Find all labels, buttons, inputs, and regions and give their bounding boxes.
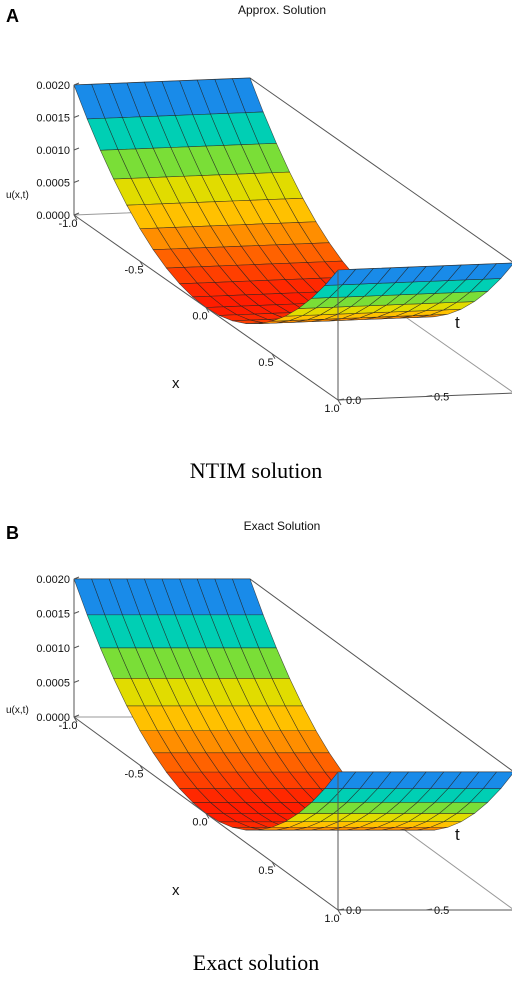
z-tick-label: 0.0015 bbox=[36, 113, 70, 125]
x-tick bbox=[139, 260, 144, 267]
panel-letter: B bbox=[6, 523, 19, 543]
t-axis-line bbox=[337, 392, 512, 401]
x-axis-label: x bbox=[172, 882, 180, 899]
x-tick bbox=[205, 307, 210, 313]
z-tick bbox=[73, 714, 80, 718]
x-tick-label: 0.0 bbox=[192, 817, 207, 829]
t-tick bbox=[425, 908, 433, 911]
x-tick bbox=[205, 813, 210, 819]
surface-plot-approx: Approx. Solution 0.0000 0.0005 0.0010 0.0015… bbox=[6, 3, 512, 415]
surface-plot-exact: Exact Solution 0.0000 0.0005 0.0010 0.0015 0.… bbox=[6, 519, 512, 925]
x-tick-label: -0.5 bbox=[125, 264, 144, 276]
x-tick-label: 1.0 bbox=[324, 913, 339, 925]
z-tick bbox=[73, 576, 80, 580]
x-tick-label: -1.0 bbox=[59, 720, 78, 732]
panel-a: A Approx. Solution 0.0000 0.0005 0.0010 0.00… bbox=[6, 3, 512, 483]
z-tick bbox=[73, 82, 80, 86]
z-tick-label: 0.0005 bbox=[36, 678, 70, 690]
z-tick bbox=[73, 680, 80, 683]
z-tick-label: 0.0000 bbox=[36, 712, 70, 724]
surface-patch bbox=[324, 268, 357, 286]
chart-title: Exact Solution bbox=[244, 519, 321, 533]
t-axis-label: t bbox=[455, 825, 460, 844]
panel-letter: A bbox=[6, 6, 19, 26]
x-tick-label: 1.0 bbox=[324, 403, 339, 415]
surface-mesh bbox=[73, 77, 512, 325]
t-tick bbox=[337, 908, 345, 911]
surface-patch bbox=[324, 771, 357, 789]
t-tick bbox=[337, 398, 345, 401]
z-tick bbox=[73, 611, 80, 614]
x-tick-label: -0.5 bbox=[125, 768, 144, 780]
t-axis-label: t bbox=[455, 313, 460, 332]
x-tick-label: -1.0 bbox=[59, 218, 78, 230]
x-tick bbox=[139, 764, 144, 771]
x-tick-label: 0.0 bbox=[192, 311, 207, 323]
x-axis-label: x bbox=[172, 375, 180, 392]
chart-title: Approx. Solution bbox=[238, 3, 326, 17]
z-tick-label: 0.0020 bbox=[36, 574, 70, 586]
t-tick bbox=[425, 395, 433, 397]
z-tick bbox=[73, 180, 80, 183]
z-tick bbox=[73, 147, 80, 151]
t-tick-label: 0.0 bbox=[346, 395, 361, 407]
panel-b: B Exact Solution 0.0000 0.0005 0.0010 0.0015… bbox=[0, 495, 512, 990]
surface-mesh bbox=[73, 578, 512, 831]
x-tick bbox=[337, 909, 342, 916]
z-axis-label: u(x,t) bbox=[6, 705, 29, 716]
x-tick bbox=[271, 861, 276, 868]
t-tick-label: 0.5 bbox=[434, 392, 449, 404]
panel-caption: Exact solution bbox=[192, 950, 320, 975]
z-tick bbox=[73, 212, 80, 216]
x-tick bbox=[337, 399, 342, 406]
x-tick-label: 0.5 bbox=[258, 865, 273, 877]
z-tick-label: 0.0010 bbox=[36, 643, 70, 655]
z-axis-label: u(x,t) bbox=[6, 190, 29, 201]
t-tick-label: 0.0 bbox=[346, 905, 361, 917]
t-tick-label: 0.5 bbox=[434, 905, 449, 917]
z-tick-label: 0.0010 bbox=[36, 145, 70, 157]
z-tick-label: 0.0000 bbox=[36, 210, 70, 222]
x-tick bbox=[73, 214, 78, 221]
z-tick-label: 0.0015 bbox=[36, 609, 70, 621]
z-tick-label: 0.0005 bbox=[36, 178, 70, 190]
z-tick-label: 0.0020 bbox=[36, 80, 70, 92]
panel-caption: NTIM solution bbox=[189, 458, 323, 483]
x-tick bbox=[271, 353, 276, 360]
z-tick bbox=[73, 645, 80, 649]
x-tick-label: 0.5 bbox=[258, 357, 273, 369]
z-tick bbox=[73, 115, 80, 118]
x-tick bbox=[73, 716, 78, 723]
